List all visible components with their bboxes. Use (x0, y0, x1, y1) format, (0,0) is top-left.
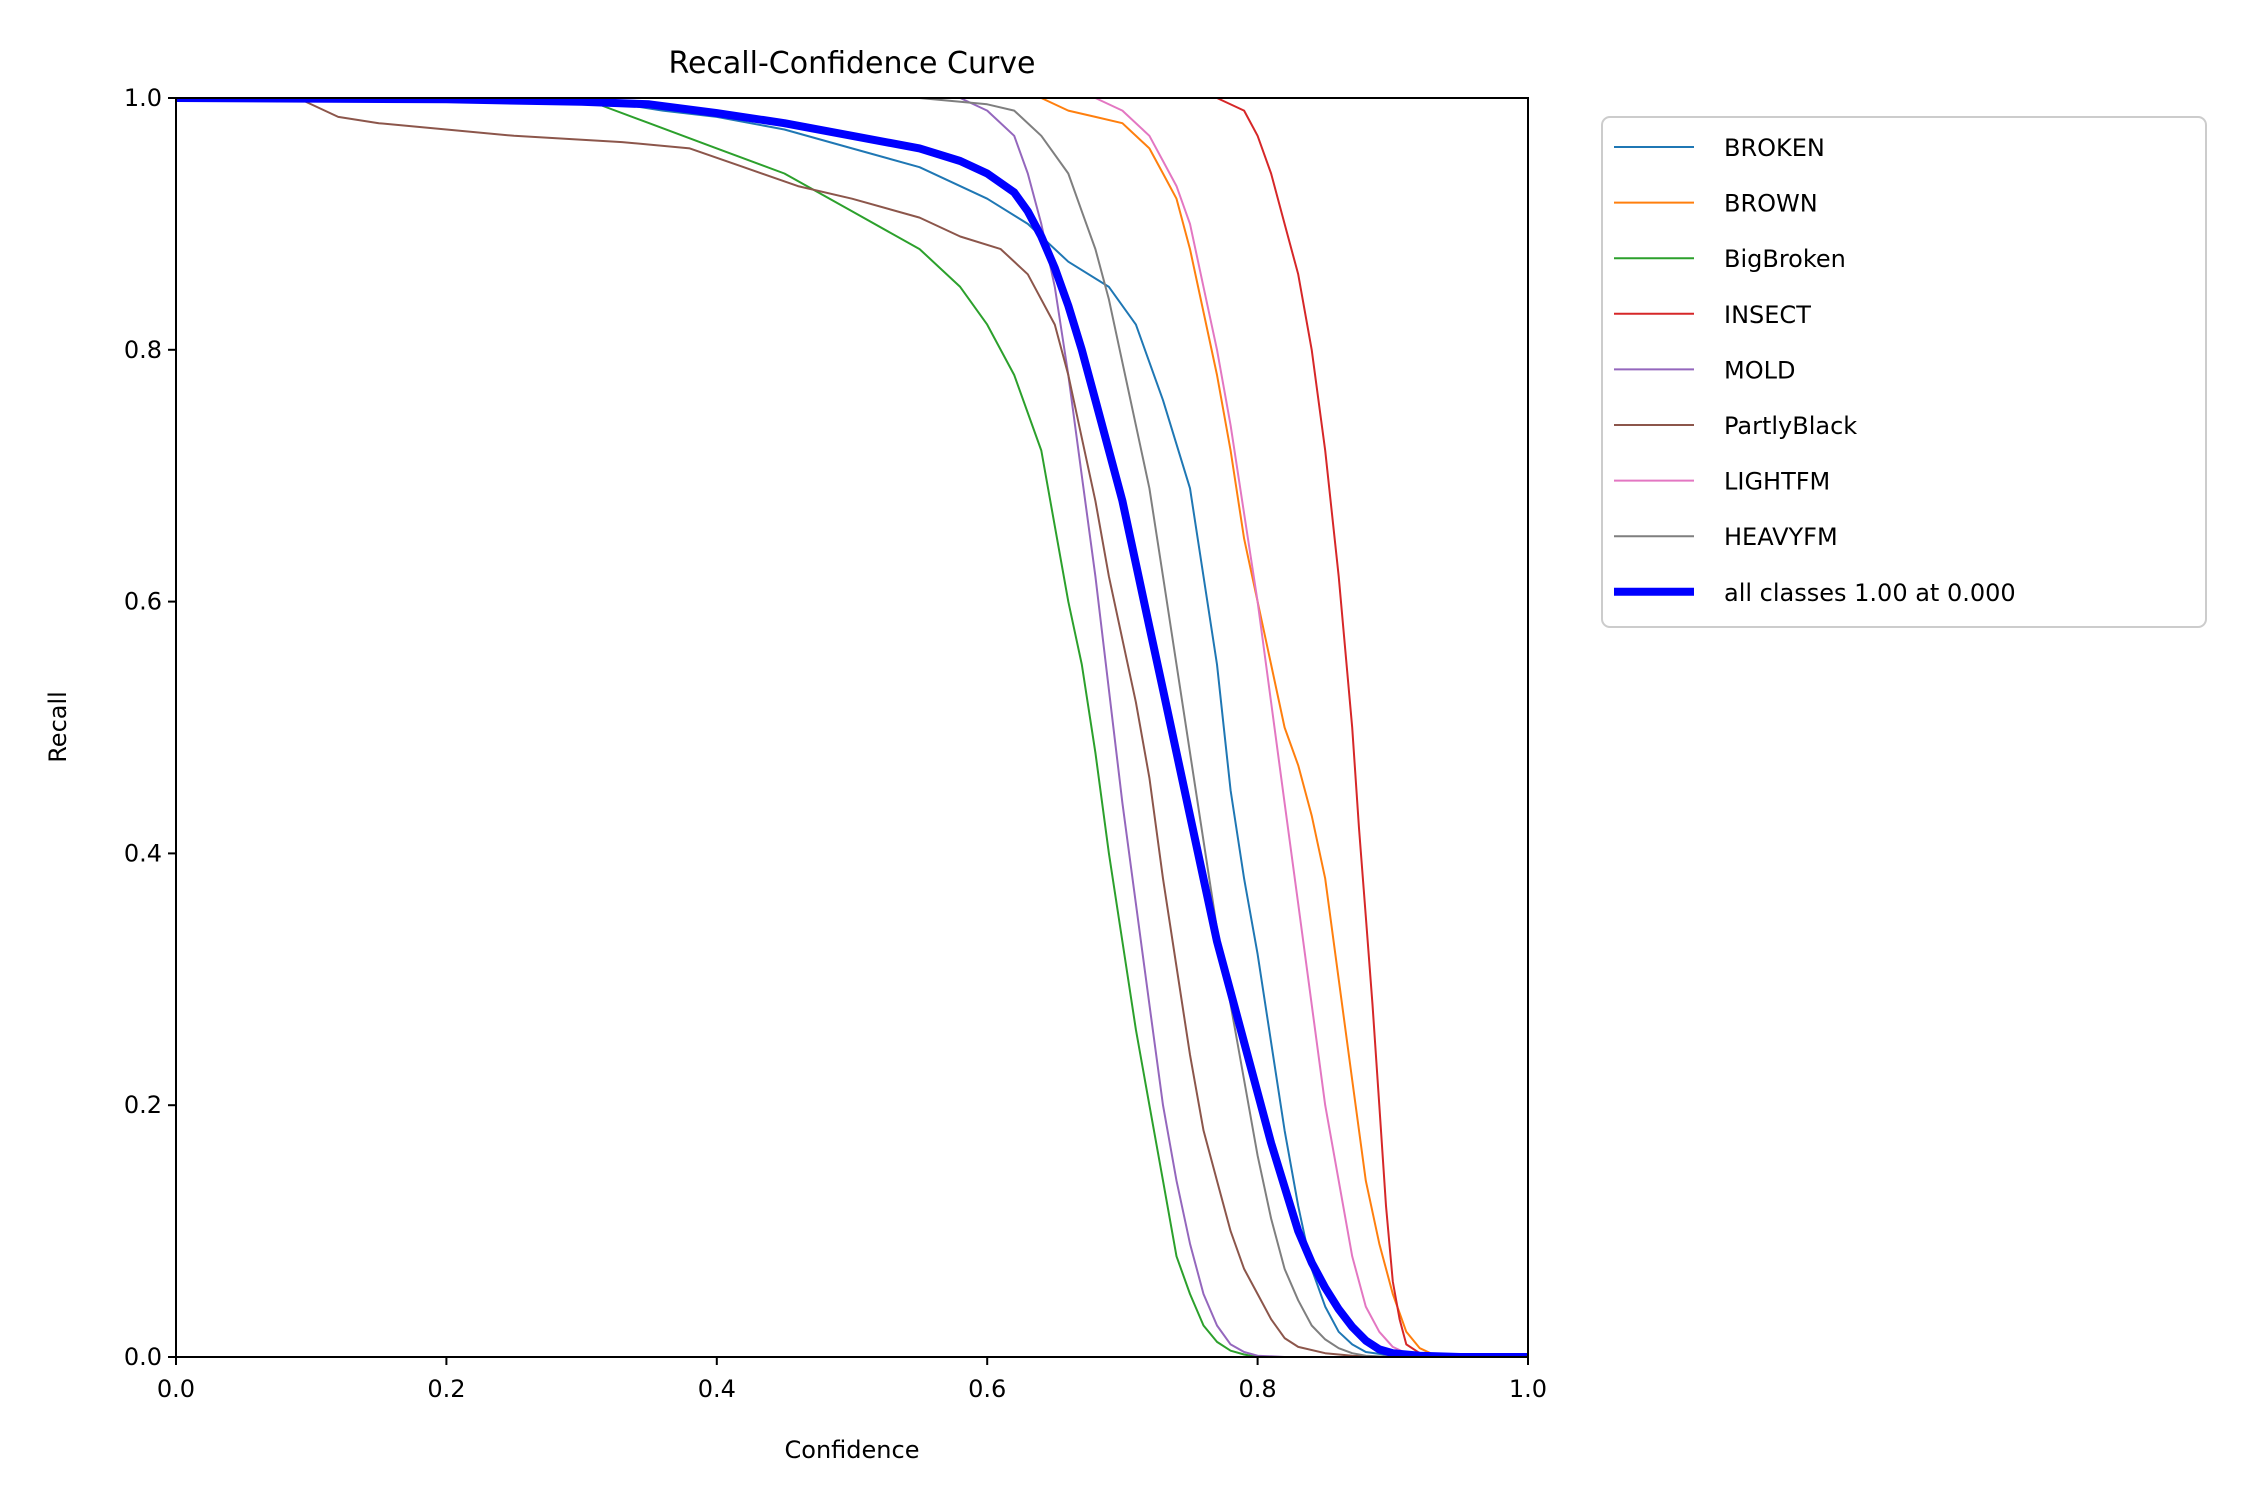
x-tick-label: 0.6 (968, 1375, 1006, 1403)
x-tick-label: 0.4 (698, 1375, 736, 1403)
legend-label: PartlyBlack (1724, 412, 1857, 440)
chart-title: Recall-Confidence Curve (668, 46, 1035, 81)
x-axis-label: Confidence (785, 1436, 920, 1464)
x-tick-label: 0.2 (427, 1375, 465, 1403)
series-line-insect (176, 97, 1528, 1357)
plot-area (175, 97, 1529, 1358)
x-tick-label: 1.0 (1509, 1375, 1547, 1403)
legend-label: LIGHTFM (1724, 468, 1830, 496)
y-tick-label: 0.2 (124, 1091, 162, 1119)
series-line-lightfm (176, 97, 1528, 1357)
legend-label: BROKEN (1724, 134, 1825, 162)
series-line-heavyfm (176, 97, 1528, 1357)
legend-label: HEAVYFM (1724, 523, 1838, 551)
x-tick-label: 0.8 (1239, 1375, 1277, 1403)
y-tick-label: 0.8 (124, 336, 162, 364)
axis-ticks: 0.0 0.2 0.4 0.6 0.8 1.0 0.0 0.2 0.4 0.6 0.8 1.0 (124, 84, 1547, 1403)
y-tick-label: 0.6 (124, 588, 162, 616)
legend-label: INSECT (1724, 301, 1811, 329)
series-line-broken (176, 97, 1528, 1357)
series-layer (176, 97, 1528, 1357)
plot-frame (175, 97, 1529, 1358)
series-line-mold (176, 97, 1528, 1357)
series-line-brown (176, 97, 1528, 1357)
legend: BROKEN BROWN BigBroken INSECT MOLD PartlyBlac… (1601, 116, 2207, 628)
y-tick-label: 1.0 (124, 84, 162, 112)
y-tick-label: 0.0 (124, 1343, 162, 1371)
series-line-bigbroken (176, 97, 1528, 1357)
x-tick-label: 0.0 (157, 1375, 195, 1403)
legend-box (1601, 116, 2207, 628)
y-axis-label: Recall (44, 691, 72, 763)
legend-label: BigBroken (1724, 245, 1846, 273)
legend-label: BROWN (1724, 190, 1818, 218)
y-tick-label: 0.4 (124, 839, 162, 867)
legend-label: MOLD (1724, 356, 1795, 384)
legend-label: all classes 1.00 at 0.000 (1724, 579, 2016, 607)
series-line-all-classes-1-00-at-0-000 (176, 97, 1528, 1357)
series-line-partlyblack (176, 97, 1528, 1357)
